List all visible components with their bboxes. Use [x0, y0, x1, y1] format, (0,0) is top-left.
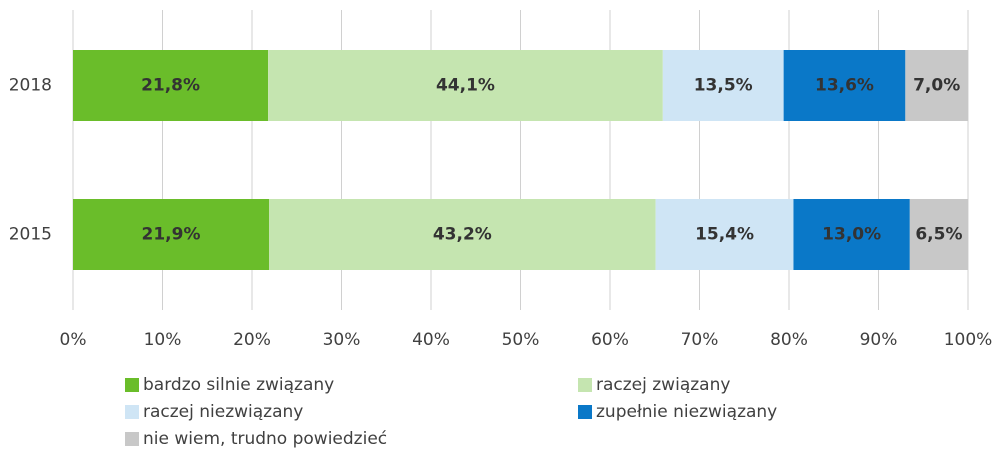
legend-swatch: [125, 432, 139, 446]
legend-swatch: [578, 405, 592, 419]
data-label: 13,6%: [815, 76, 874, 96]
bar-segment: [662, 50, 784, 121]
legend-label: raczej związany: [596, 375, 730, 395]
x-tick-label: 0%: [60, 330, 87, 350]
x-tick-label: 90%: [860, 330, 898, 350]
legend-label: zupełnie niezwiązany: [596, 402, 777, 422]
data-label: 21,8%: [141, 76, 200, 96]
bar-segment: [269, 199, 656, 270]
legend-label: raczej niezwiązany: [143, 402, 303, 422]
data-label: 7,0%: [913, 76, 960, 96]
bar-segment: [73, 50, 269, 121]
data-label: 6,5%: [915, 225, 962, 245]
legend-swatch: [125, 378, 139, 392]
data-label: 44,1%: [436, 76, 495, 96]
legend-label: bardzo silnie związany: [143, 375, 334, 395]
y-tick-label: 2015: [9, 225, 52, 245]
bar-segment: [73, 199, 270, 270]
bar-segment: [268, 50, 663, 121]
x-tick-label: 50%: [502, 330, 540, 350]
bar-segment: [905, 50, 968, 121]
data-label: 43,2%: [433, 225, 492, 245]
x-tick-label: 20%: [233, 330, 271, 350]
bar-segment: [783, 50, 906, 121]
bar-segment: [909, 199, 968, 270]
x-tick-label: 100%: [944, 330, 993, 350]
x-tick-label: 30%: [323, 330, 361, 350]
data-label: 13,5%: [694, 76, 753, 96]
data-label: 15,4%: [695, 225, 754, 245]
x-tick-label: 10%: [144, 330, 182, 350]
data-label: 21,9%: [142, 225, 201, 245]
x-tick-label: 80%: [770, 330, 808, 350]
legend-label: nie wiem, trudno powiedzieć: [143, 429, 387, 449]
x-tick-label: 40%: [412, 330, 450, 350]
legend-swatch: [125, 405, 139, 419]
legend-swatch: [578, 378, 592, 392]
bar-segment: [655, 199, 794, 270]
data-label: 13,0%: [822, 225, 881, 245]
y-tick-label: 2018: [9, 76, 52, 96]
bar-segment: [793, 199, 910, 270]
x-tick-label: 60%: [591, 330, 629, 350]
x-tick-label: 70%: [681, 330, 719, 350]
